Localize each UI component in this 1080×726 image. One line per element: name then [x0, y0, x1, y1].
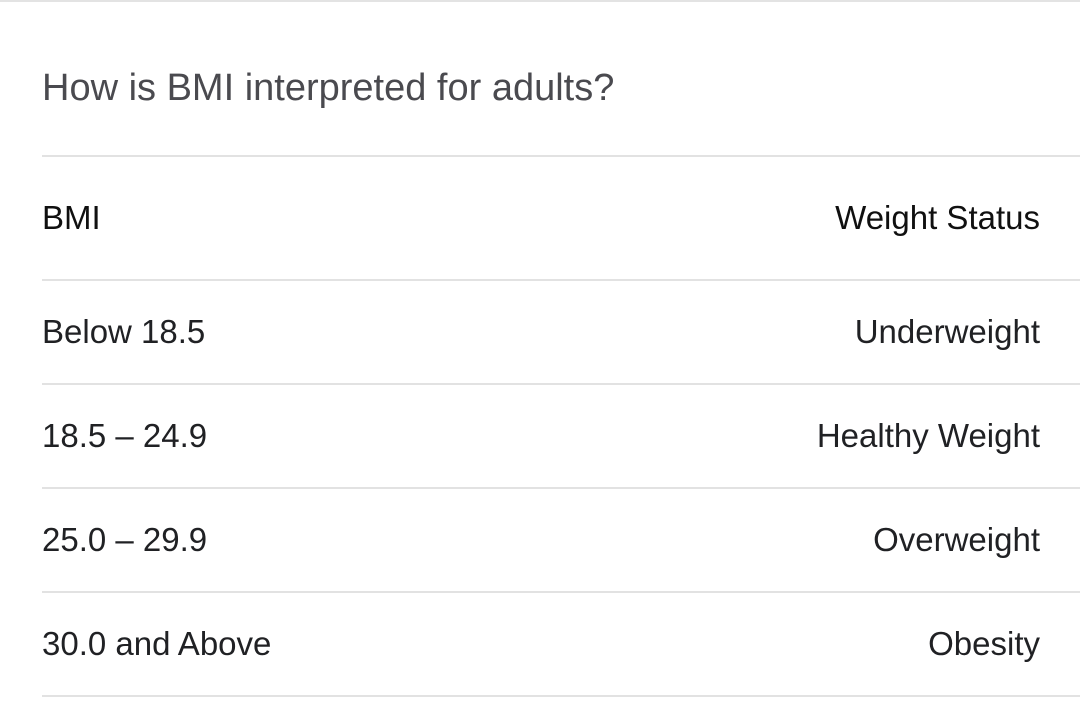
table-row: 30.0 and Above Obesity	[42, 591, 1080, 697]
bmi-range-cell: 30.0 and Above	[42, 591, 665, 697]
table-row: Below 18.5 Underweight	[42, 279, 1080, 384]
weight-status-cell: Underweight	[664, 279, 1080, 384]
weight-status-cell: Healthy Weight	[664, 383, 1080, 488]
section-title: How is BMI interpreted for adults?	[42, 67, 615, 109]
column-header-weight-status: Weight Status	[664, 155, 1080, 280]
table-row: 18.5 – 24.9 Healthy Weight	[42, 383, 1080, 488]
column-header-bmi: BMI	[42, 155, 665, 280]
bmi-range-cell: 18.5 – 24.9	[42, 383, 665, 488]
weight-status-cell: Overweight	[664, 487, 1080, 592]
bmi-range-cell: Below 18.5	[42, 279, 665, 384]
bmi-range-cell: 25.0 – 29.9	[42, 487, 665, 592]
bmi-table: BMI Weight Status Below 18.5 Underweight…	[42, 155, 1080, 697]
top-divider	[0, 0, 1080, 2]
table-row: 25.0 – 29.9 Overweight	[42, 487, 1080, 592]
weight-status-cell: Obesity	[664, 591, 1080, 697]
table-header-row: BMI Weight Status	[42, 155, 1080, 280]
